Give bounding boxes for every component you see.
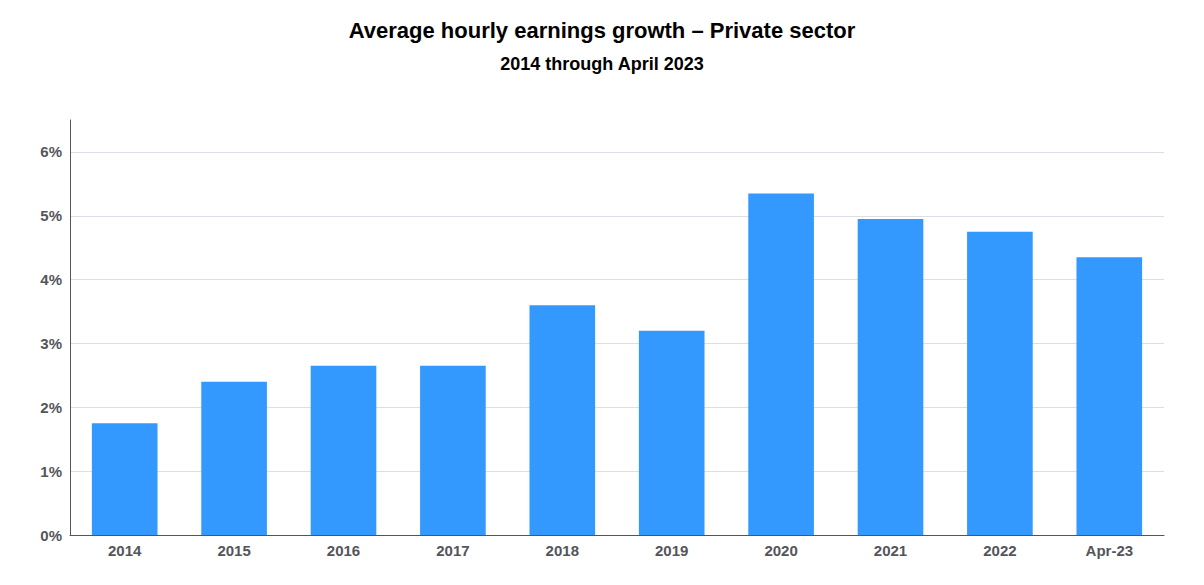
svg-text:5%: 5% [40,207,62,224]
svg-text:2022: 2022 [983,542,1016,559]
svg-text:1%: 1% [40,463,62,480]
svg-text:2019: 2019 [655,542,688,559]
svg-text:4%: 4% [40,271,62,288]
svg-text:0%: 0% [40,527,62,544]
svg-text:2017: 2017 [436,542,469,559]
svg-text:2015: 2015 [217,542,250,559]
svg-text:2020: 2020 [764,542,797,559]
svg-text:2016: 2016 [327,542,360,559]
svg-text:2014 through April 2023: 2014 through April 2023 [500,54,703,74]
svg-text:Apr-23: Apr-23 [1086,542,1134,559]
svg-text:2%: 2% [40,399,62,416]
svg-text:6%: 6% [40,143,62,160]
svg-text:2018: 2018 [546,542,579,559]
svg-text:Average hourly earnings growth: Average hourly earnings growth – Private… [349,18,856,43]
svg-text:2021: 2021 [874,542,907,559]
svg-text:3%: 3% [40,335,62,352]
svg-text:2014: 2014 [108,542,142,559]
